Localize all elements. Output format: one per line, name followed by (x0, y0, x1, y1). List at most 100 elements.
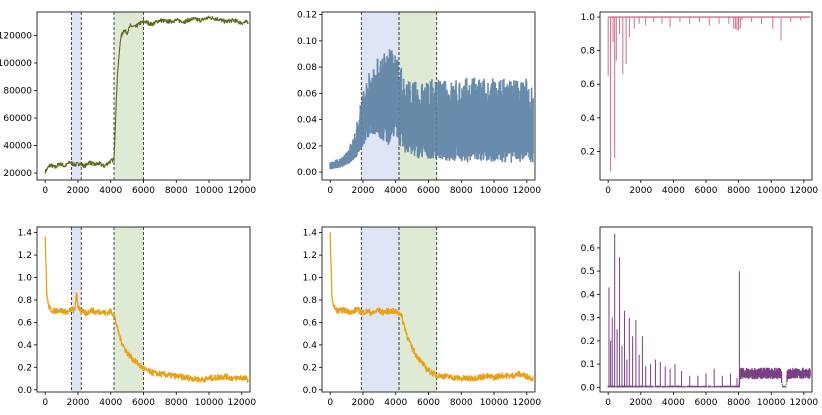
y-tick-label: 0.10 (297, 37, 317, 47)
y-tick-label: 0.2 (18, 363, 32, 373)
y-tick-label: 0.2 (581, 147, 595, 157)
x-tick-label: 0 (605, 186, 611, 196)
y-tick-label: 0.8 (18, 296, 33, 306)
shaded-region (71, 227, 82, 392)
y-tick-label: 0.8 (581, 47, 596, 57)
chart-4: 0 2000 4000 6000 8000 10000 12000 0.0 0.2 0.4 0.6 0… (18, 226, 256, 408)
x-tick-label: 10000 (757, 186, 786, 196)
x-tick-label: 10000 (757, 398, 786, 408)
x-tick-label: 0 (327, 398, 333, 408)
y-tick-label: 120000 (0, 31, 32, 41)
x-tick-label: 2000 (629, 398, 652, 408)
chart-1: 0 2000 4000 6000 8000 10000 12000 20000 40000 600… (0, 11, 256, 196)
plot-area (329, 227, 534, 392)
y-tick-label: 80000 (3, 86, 32, 96)
y-tick-label: 100000 (0, 59, 32, 69)
y-tick-label: 0.4 (303, 341, 318, 351)
x-tick-label: 6000 (695, 398, 718, 408)
axes-frame (599, 11, 813, 181)
y-tick-label: 60000 (3, 114, 32, 124)
y-tick-label: 0.00 (297, 168, 317, 178)
x-tick-label: 12000 (512, 398, 541, 408)
x-tick-label: 2000 (352, 398, 375, 408)
x-tick-label: 8000 (450, 398, 473, 408)
y-tick-label: 0.02 (297, 142, 317, 152)
x-tick-label: 12000 (227, 186, 256, 196)
y-tick-label: 40000 (3, 142, 32, 152)
x-tick-label: 10000 (195, 398, 224, 408)
y-tick-label: 1.0 (581, 13, 596, 23)
x-tick-label: 6000 (132, 186, 155, 196)
y-tick-label: 0.1 (581, 360, 595, 370)
plot-area (607, 16, 811, 172)
series-band (329, 49, 534, 170)
y-tick-label: 0.0 (581, 383, 596, 393)
axes-frame (599, 226, 813, 393)
y-tick-label: 0.2 (581, 337, 595, 347)
shaded-region (399, 227, 437, 392)
y-tick-label: 1.2 (303, 251, 317, 261)
chart-2: 0 2000 4000 6000 8000 10000 12000 0.00 0.02 0.04 0… (297, 11, 541, 196)
x-tick-label: 12000 (512, 186, 541, 196)
y-tick-label: 20000 (3, 169, 32, 179)
chart-5: 0 2000 4000 6000 8000 10000 12000 0.0 0.2 0.4 0.6 0… (303, 226, 541, 408)
plot-area (44, 12, 249, 180)
plot-area (329, 12, 534, 180)
x-tick-label: 8000 (727, 186, 750, 196)
y-tick-label: 0.06 (297, 89, 317, 99)
series-line (44, 236, 249, 383)
y-tick-label: 0.6 (18, 318, 33, 328)
x-tick-label: 8000 (165, 186, 188, 196)
x-tick-label: 8000 (727, 398, 750, 408)
y-tick-label: 0.8 (303, 296, 318, 306)
y-tick-label: 0.12 (297, 11, 317, 21)
x-tick-label: 2000 (352, 186, 375, 196)
x-tick-label: 12000 (227, 398, 256, 408)
x-tick-label: 4000 (99, 398, 122, 408)
x-tick-label: 6000 (695, 186, 718, 196)
x-tick-label: 8000 (165, 398, 188, 408)
x-tick-label: 12000 (790, 186, 819, 196)
y-tick-label: 0.2 (303, 363, 317, 373)
y-tick-label: 0.4 (581, 290, 596, 300)
chart-6: 0 2000 4000 6000 8000 10000 12000 0.0 0.1 0.2 0.3 0… (581, 226, 819, 408)
chart-3: 0 2000 4000 6000 8000 10000 12000 0.2 0.4 0.6 0.8 1… (581, 11, 819, 196)
plot-area (44, 227, 249, 392)
x-tick-label: 0 (327, 186, 333, 196)
shaded-region (114, 12, 144, 180)
y-tick-label: 0.0 (18, 386, 33, 396)
shaded-region (114, 227, 144, 392)
y-tick-label: 0.3 (581, 314, 595, 324)
x-tick-label: 8000 (450, 186, 473, 196)
y-tick-label: 0.6 (581, 80, 596, 90)
x-tick-label: 2000 (67, 186, 90, 196)
y-tick-label: 0.4 (18, 341, 33, 351)
y-tick-label: 1.4 (303, 229, 318, 239)
x-tick-label: 10000 (195, 186, 224, 196)
y-tick-label: 0.6 (581, 244, 596, 254)
x-tick-label: 4000 (662, 186, 685, 196)
x-tick-label: 4000 (384, 398, 407, 408)
x-tick-label: 4000 (99, 186, 122, 196)
x-tick-label: 12000 (790, 398, 819, 408)
y-tick-label: 0.4 (581, 114, 596, 124)
y-tick-label: 1.2 (18, 251, 32, 261)
x-tick-label: 6000 (132, 398, 155, 408)
series-line (44, 15, 249, 174)
y-tick-label: 1.4 (18, 229, 33, 239)
series-line (329, 232, 534, 382)
y-tick-label: 0.04 (297, 116, 317, 126)
x-tick-label: 0 (42, 186, 48, 196)
series-plateau (607, 367, 811, 388)
x-tick-label: 6000 (417, 186, 440, 196)
y-tick-label: 0.5 (581, 267, 595, 277)
x-tick-label: 2000 (629, 186, 652, 196)
y-tick-label: 1.0 (303, 274, 318, 284)
x-tick-label: 10000 (480, 186, 509, 196)
x-tick-label: 0 (42, 398, 48, 408)
y-tick-label: 0.6 (303, 318, 318, 328)
x-tick-label: 6000 (417, 398, 440, 408)
x-tick-label: 2000 (67, 398, 90, 408)
x-tick-label: 4000 (662, 398, 685, 408)
